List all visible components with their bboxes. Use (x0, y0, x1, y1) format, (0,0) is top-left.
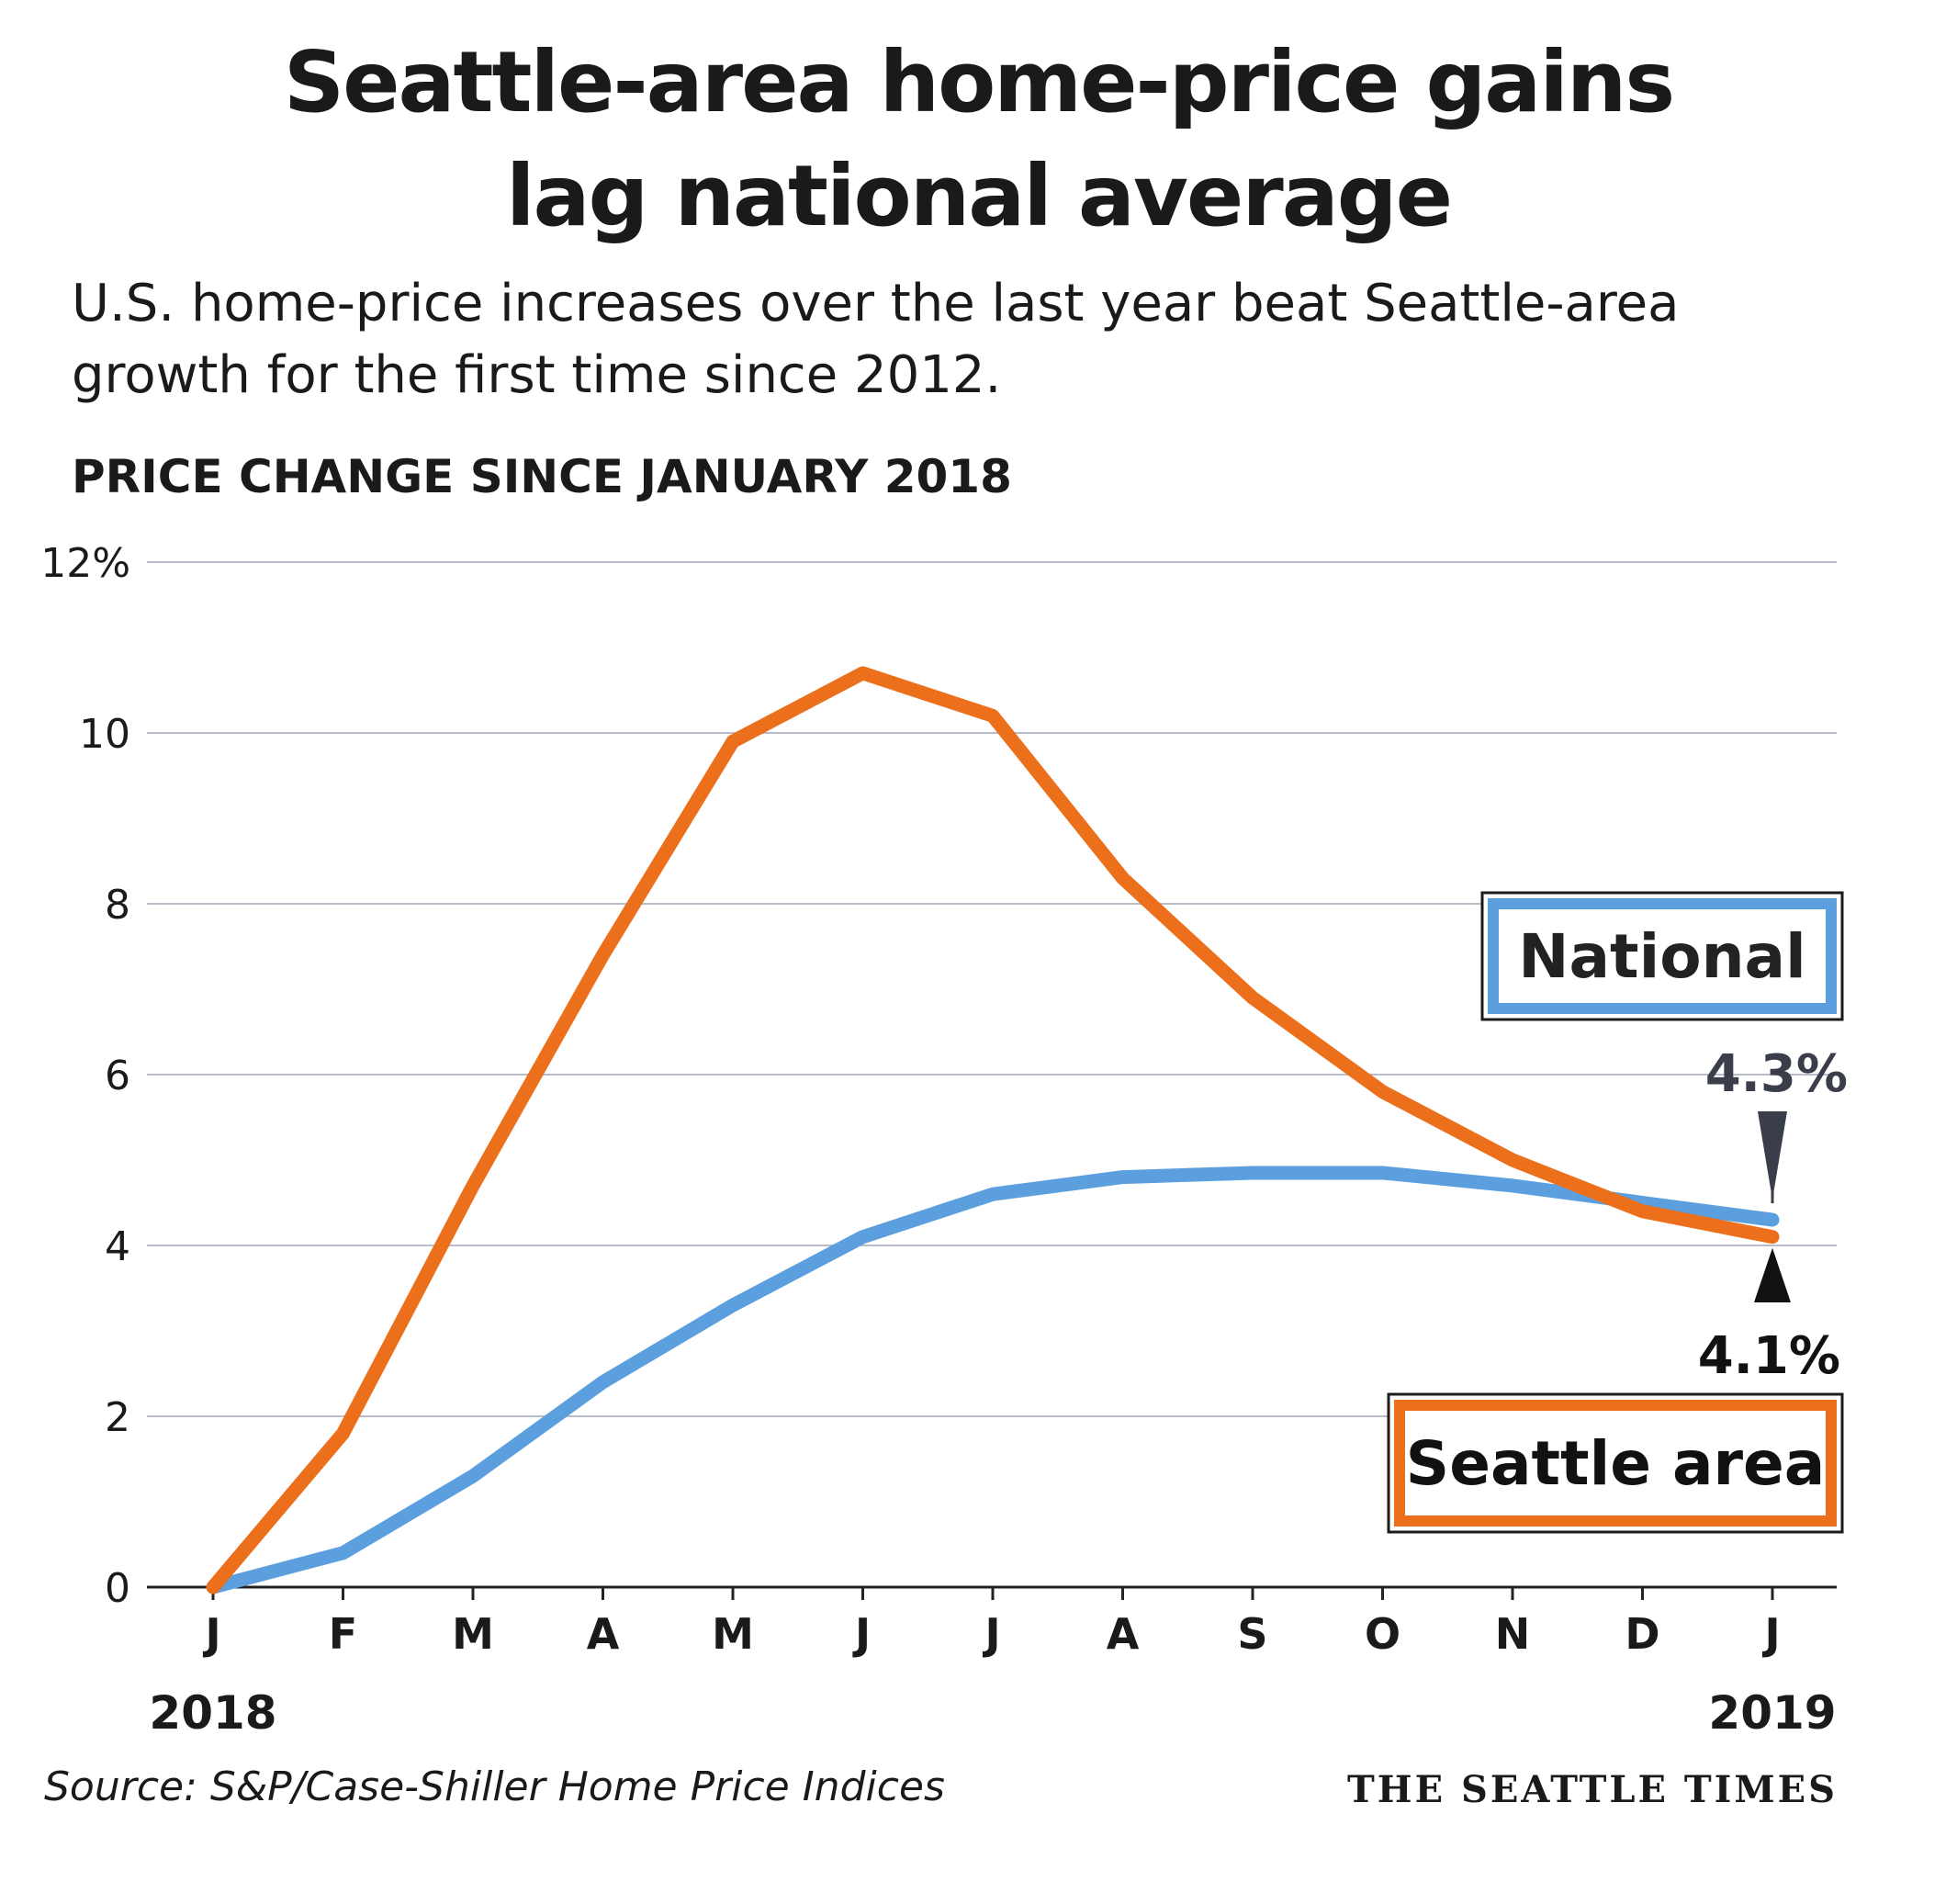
x-tick-label: J (1761, 1609, 1780, 1659)
y-tick-label: 12% (40, 540, 130, 587)
x-tick-label: A (1107, 1609, 1140, 1659)
x-tick-label: J (982, 1609, 1000, 1659)
x-tick-label: J (202, 1609, 220, 1659)
x-tick-label: O (1365, 1609, 1400, 1659)
x-tick-label: M (712, 1609, 754, 1659)
year-label: 2019 (1708, 1686, 1836, 1740)
seattle-end-value: 4.1% (1698, 1326, 1840, 1386)
seattle-legend-box (1394, 1400, 1837, 1527)
y-tick-label: 0 (105, 1565, 130, 1612)
y-tick-label: 8 (105, 882, 130, 929)
y-tick-label: 10 (79, 711, 130, 758)
chart-subtitle: U.S. home-price increases over the last … (72, 268, 1872, 411)
x-tick-label: A (587, 1609, 620, 1659)
y-tick-label: 4 (105, 1223, 130, 1270)
publisher-credit: THE SEATTLE TIMES (1347, 1768, 1838, 1811)
national-legend-box (1488, 898, 1837, 1014)
national-line (206, 1166, 1780, 1594)
chart-title: Seattle-area home-price gains lag nation… (0, 26, 1957, 253)
subtitle-line-1: U.S. home-price increases over the last … (72, 274, 1680, 333)
x-tick-label: S (1237, 1609, 1267, 1659)
national-end-value: 4.3% (1705, 1044, 1848, 1104)
y-tick-label: 6 (105, 1053, 130, 1099)
year-label: 2018 (149, 1686, 276, 1740)
subtitle-line-2: growth for the first time since 2012. (72, 345, 1002, 405)
seattle-pointer (1754, 1247, 1791, 1302)
x-tick-label: N (1495, 1609, 1531, 1659)
seattle-legend-label: Seattle area (1406, 1428, 1826, 1499)
source-note: Source: S&P/Case-Shiller Home Price Indi… (44, 1763, 945, 1810)
national-legend-label: National (1518, 921, 1805, 992)
x-tick-label: M (452, 1609, 494, 1659)
title-line-1: Seattle-area home-price gains (283, 33, 1675, 131)
y-axis-label: PRICE CHANGE SINCE JANUARY 2018 (72, 450, 1012, 503)
seattle-area-line (206, 666, 1780, 1594)
x-tick-label: J (852, 1609, 871, 1659)
x-tick-label: F (329, 1609, 357, 1659)
y-tick-label: 2 (105, 1394, 130, 1441)
x-tick-label: D (1625, 1609, 1659, 1659)
title-line-2: lag national average (505, 147, 1453, 245)
